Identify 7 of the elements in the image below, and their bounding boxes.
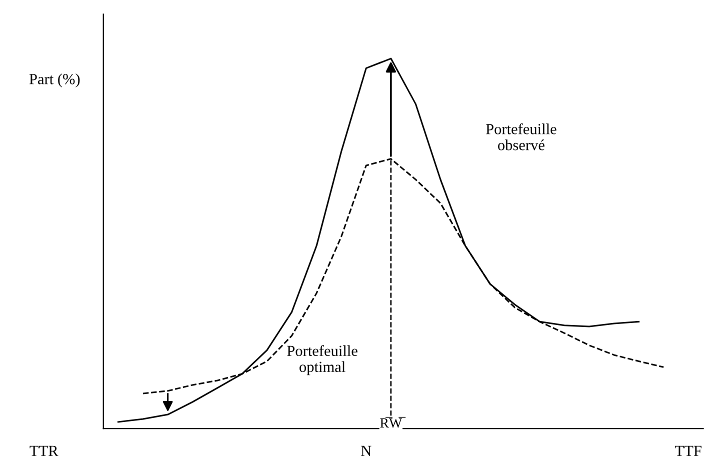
x-tick-label: N <box>361 446 372 456</box>
x-tick-label: TTF <box>675 446 702 456</box>
x-tick-label: TTR <box>30 446 58 456</box>
annotation: R̅W̅ <box>380 416 406 428</box>
annotation: Portefeuille observé <box>486 123 556 150</box>
y-axis-title: Part (%) <box>29 74 80 88</box>
annotation: Portefeuille optimal <box>287 345 358 376</box>
